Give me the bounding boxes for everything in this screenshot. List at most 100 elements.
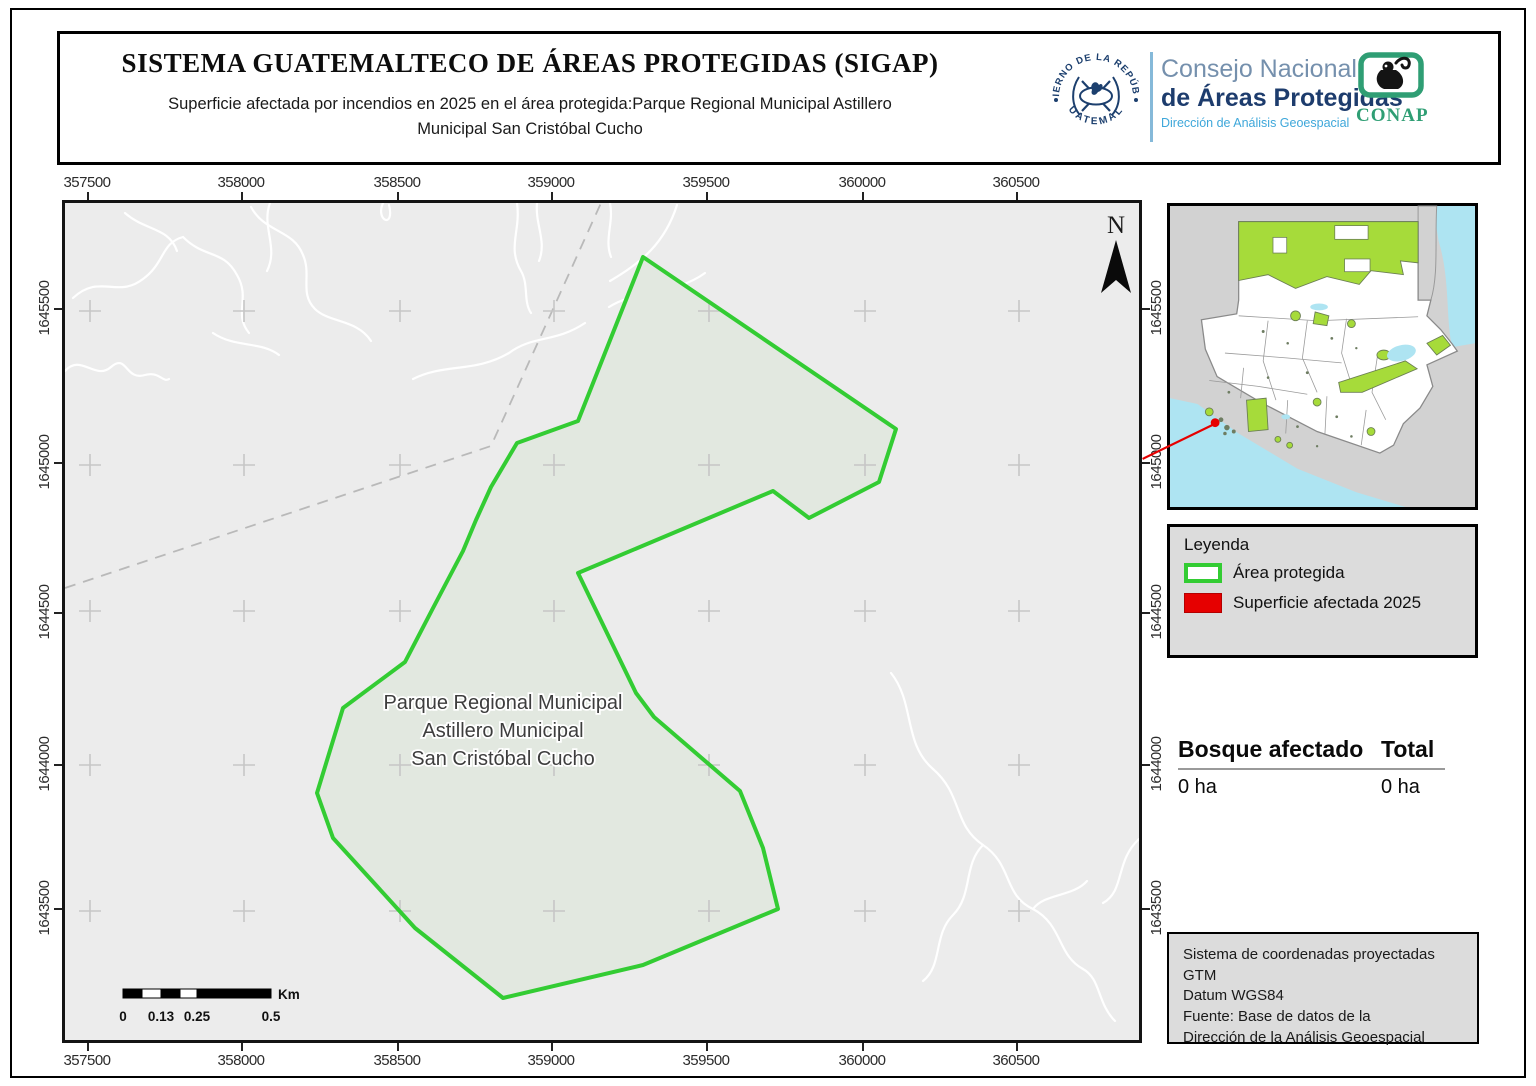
road-lines [65,203,1139,1023]
conap-wordmark: Consejo Nacional de Áreas Protegidas Dir… [1161,57,1403,130]
x-axis-label: 358500 [373,174,421,191]
stats-col2-header: Total [1381,736,1435,762]
x-axis-tick [397,192,399,200]
source-info-box: Sistema de coordenadas proyectadas GTM D… [1167,932,1479,1046]
legend-item-protected-area: Área protegida [1184,563,1345,583]
north-arrow-icon: N [1101,212,1131,293]
x-axis-tick [241,1043,243,1051]
x-axis-label: 359000 [527,174,575,191]
y-axis-tick [1142,462,1150,464]
conap-logo-text: CONAP [1356,105,1429,126]
x-axis-label: 360000 [838,1052,886,1069]
scale-bar: 0 0.13 0.25 0.5 Km [119,987,300,1024]
y-axis-label: 1643500 [1148,880,1165,936]
grid-crosses [79,300,1030,922]
source-line4: Fuente: Base de datos de la [1183,1008,1371,1026]
belize-land [1417,205,1438,301]
x-axis-tick [551,1043,553,1051]
source-line2: GTM [1183,966,1217,984]
source-line3: Datum WGS84 [1183,987,1284,1005]
x-axis-label: 357500 [63,1052,111,1069]
y-axis-label: 1644000 [1148,736,1165,792]
guatemala-country [1200,221,1459,454]
y-axis-label: 1643500 [36,880,53,936]
stats-table: Bosque afectado Total 0 ha 0 ha [1178,736,1445,799]
affected-surface-swatch [1184,593,1222,613]
y-axis-tick [54,764,62,766]
y-axis-label: 1645500 [1148,280,1165,336]
inset-lakes [1281,303,1416,420]
area-label: Parque Regional Municipal Astillero Muni… [382,690,625,772]
legend-box: Leyenda Área protegida Superficie afecta… [1167,524,1478,658]
stats-col2-value: 0 ha [1381,776,1420,798]
north-arrow-label: N [1107,212,1125,239]
x-axis-tick [87,1043,89,1051]
legend-title: Leyenda [1184,535,1250,554]
x-axis-tick [1016,192,1018,200]
x-axis-tick [397,1043,399,1051]
quetzal-emblem-icon [1072,76,1120,116]
protected-area-fill [317,257,896,998]
conap-wordmark-line3: Dirección de Análisis Geoespacial [1161,116,1350,130]
page-subtitle-line2: Municipal San Cristóbal Cucho [417,119,643,138]
protected-area-swatch [1184,563,1222,583]
x-axis-tick [241,192,243,200]
scalebar-label-0: 0 [119,1009,127,1024]
stats-col1-value: 0 ha [1178,776,1217,798]
y-axis-tick [1142,612,1150,614]
stats-col1-header: Bosque afectado [1178,736,1364,762]
x-axis-label: 358000 [217,1052,265,1069]
area-label-line1: Parque Regional Municipal [383,692,622,714]
x-axis-label: 357500 [63,174,111,191]
y-axis-label: 1644500 [36,584,53,640]
x-axis-label: 359000 [527,1052,575,1069]
conap-logo: CONAP [1356,52,1429,127]
x-axis-tick [87,192,89,200]
x-axis-label: 358000 [217,174,265,191]
x-axis-label: 358500 [373,1052,421,1069]
scalebar-label-013: 0.13 [148,1009,175,1024]
y-axis-tick [1142,308,1150,310]
x-axis-tick [862,192,864,200]
locator-arrow [1142,418,1220,460]
y-axis-tick [1142,908,1150,910]
page-title: SISTEMA GUATEMALTECO DE ÁREAS PROTEGIDAS… [121,48,939,78]
area-label-line3: San Cristóbal Cucho [411,748,594,770]
page-subtitle-line1: Superficie afectada por incendios en 202… [168,95,892,113]
y-axis-label: 1645500 [36,280,53,336]
y-axis-label: 1645000 [1148,434,1165,490]
inset-reserve-holes [1272,225,1371,273]
y-axis-tick [54,462,62,464]
y-axis-label: 1644500 [1148,584,1165,640]
y-axis-tick [54,612,62,614]
x-axis-tick [1016,1043,1018,1051]
scalebar-label-05: 0.5 [262,1009,281,1024]
x-axis-label: 360500 [992,1052,1040,1069]
conap-monkey-icon [1358,52,1424,98]
page-subtitle: Superficie afectada por incendios en 202… [130,92,930,142]
x-axis-label: 359500 [682,174,730,191]
stats-value-row: 0 ha 0 ha [1178,776,1445,799]
y-axis-label: 1644000 [36,736,53,792]
page-border [10,8,1526,1078]
legend-item-affected-surface: Superficie afectada 2025 [1184,593,1421,613]
legend-item-label: Superficie afectada 2025 [1233,593,1422,612]
y-axis-tick [1142,764,1150,766]
inset-small-sites [1218,330,1358,448]
legend-item-label: Área protegida [1233,563,1345,582]
conap-wordmark-line1: Consejo Nacional [1161,55,1357,83]
caribbean-sea [1432,206,1475,348]
x-axis-tick [551,192,553,200]
pacific-ocean [1170,398,1406,507]
x-axis-label: 359500 [682,1052,730,1069]
header-box [57,31,1501,165]
scalebar-unit: Km [278,987,300,1002]
y-axis-tick [54,908,62,910]
scalebar-label-025: 0.25 [184,1009,211,1024]
x-axis-tick [706,1043,708,1051]
logo-divider [1150,52,1153,142]
government-seal-icon: GOBIERNO DE LA REPÚBLICA GUATEMALA [1041,37,1146,150]
x-axis-tick [706,192,708,200]
source-line5: Dirección de la Análisis Geoespacial [1183,1028,1425,1046]
